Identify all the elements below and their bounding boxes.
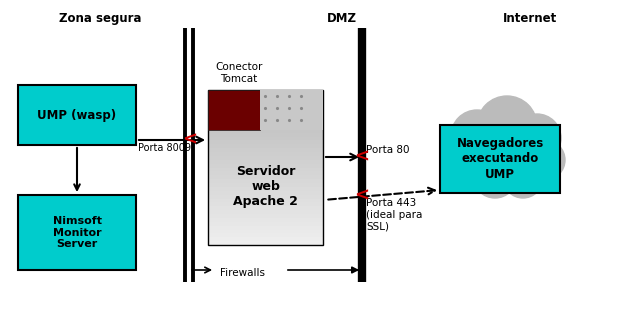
Text: Conector
Tomcat: Conector Tomcat [215,62,263,84]
Bar [208,241,323,246]
Circle shape [527,160,559,192]
Bar [208,129,323,133]
Bar [208,105,323,110]
Bar [208,144,323,149]
Text: Navegadores
executando
UMP: Navegadores executando UMP [456,138,544,181]
Circle shape [473,154,517,198]
Text: <: < [354,187,369,205]
Text: DMZ: DMZ [327,12,357,25]
Text: <: < [354,148,369,166]
Bar [208,195,323,199]
Bar [208,90,260,130]
Bar [208,90,323,245]
Bar [208,171,323,176]
Circle shape [443,142,483,182]
Bar [208,160,323,164]
Bar [208,233,323,238]
Bar [260,90,323,130]
Circle shape [453,160,485,192]
Bar [440,125,560,193]
Bar [208,206,323,211]
Circle shape [477,96,537,156]
Bar [208,187,323,191]
Text: Servidor
web
Apache 2: Servidor web Apache 2 [233,165,298,207]
Bar [208,125,323,129]
Text: Nimsoft
Monitor
Server: Nimsoft Monitor Server [52,216,102,249]
Text: Porta 80: Porta 80 [366,145,409,155]
Text: Zona segura: Zona segura [59,12,141,25]
Bar [208,175,323,180]
Circle shape [503,158,543,198]
Bar [208,198,323,203]
Bar [208,222,323,226]
Text: Internet: Internet [503,12,557,25]
Text: UMP (wasp): UMP (wasp) [37,109,117,121]
Bar [208,168,323,172]
Bar [208,102,323,106]
Bar [208,148,323,153]
Bar [208,214,323,218]
Bar [208,156,323,160]
Bar [208,210,323,215]
Bar [208,237,323,241]
Bar [208,133,323,137]
Bar [208,117,323,121]
Text: Porta 443
(ideal para
SSL): Porta 443 (ideal para SSL) [366,198,422,231]
Bar [208,230,323,234]
Text: Porta 8009: Porta 8009 [138,143,191,153]
Circle shape [525,140,565,180]
Bar [208,98,323,102]
Bar [18,85,136,145]
Bar [208,226,323,230]
Bar [208,137,323,141]
Bar [208,163,323,168]
Circle shape [513,114,561,162]
Bar [208,94,323,98]
Bar [18,195,136,270]
Text: <: < [182,131,198,149]
Bar [208,140,323,145]
Bar [208,191,323,195]
Bar [208,113,323,118]
Bar [208,202,323,207]
Bar [208,121,323,125]
Text: Firewalls: Firewalls [220,268,265,278]
Bar [208,179,323,183]
Bar [208,90,323,94]
Bar [208,110,323,114]
Bar [208,218,323,222]
Bar [208,183,323,188]
Circle shape [451,110,503,162]
Bar [208,152,323,156]
